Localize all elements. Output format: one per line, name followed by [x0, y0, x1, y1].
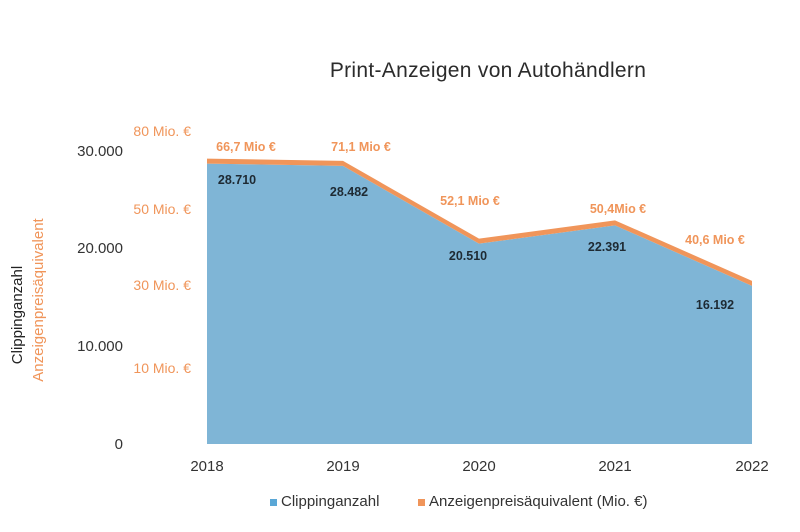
- anzeigenpreis-value-label: 40,6 Mio €: [685, 233, 745, 247]
- x-tick-label: 2021: [598, 458, 631, 475]
- value-labels: 28.710 28.482 20.510 22.391 16.192 66,7 Mio €…: [216, 140, 745, 312]
- legend-label: Clippinganzahl: [281, 493, 379, 510]
- clippinganzahl-value-label: 16.192: [696, 298, 734, 312]
- legend-swatch: [270, 499, 277, 506]
- left-tick-label: 10.000: [77, 338, 123, 355]
- legend: Clippinganzahl Anzeigenpreisäquivalent (M…: [270, 493, 647, 510]
- chart-title: Print-Anzeigen von Autohändlern: [330, 59, 646, 82]
- right-tick-label: 30 Mio. €: [133, 277, 191, 293]
- right-tick-label: 10 Mio. €: [133, 360, 191, 376]
- anzeigenpreis-value-label: 50,4Mio €: [590, 202, 646, 216]
- anzeigenpreis-value-label: 71,1 Mio €: [331, 140, 391, 154]
- right-axis-title: Anzeigenpreisäquivalent: [30, 217, 47, 381]
- x-tick-label: 2019: [326, 458, 359, 475]
- clippinganzahl-value-label: 28.482: [330, 185, 368, 199]
- clippinganzahl-value-label: 22.391: [588, 240, 626, 254]
- clippinganzahl-area: [207, 163, 752, 444]
- area-layer: [207, 158, 752, 444]
- clippinganzahl-value-label: 20.510: [449, 249, 487, 263]
- legend-label: Anzeigenpreisäquivalent (Mio. €): [429, 493, 647, 510]
- x-tick-label: 2022: [735, 458, 768, 475]
- x-axis: 2018 2019 2020 2021 2022: [190, 458, 768, 475]
- right-tick-label: 50 Mio. €: [133, 201, 191, 217]
- x-tick-label: 2020: [462, 458, 495, 475]
- clippinganzahl-value-label: 28.710: [218, 173, 256, 187]
- left-axis-title: Clippinganzahl: [9, 266, 26, 364]
- legend-swatch: [418, 499, 425, 506]
- left-tick-label: 0: [115, 436, 123, 453]
- anzeigenpreis-value-label: 52,1 Mio €: [440, 194, 500, 208]
- left-tick-label: 30.000: [77, 143, 123, 160]
- left-tick-label: 20.000: [77, 240, 123, 257]
- right-y-axis: 10 Mio. € 30 Mio. € 50 Mio. € 80 Mio. €: [133, 123, 191, 376]
- right-tick-label: 80 Mio. €: [133, 123, 191, 139]
- anzeigenpreis-value-label: 66,7 Mio €: [216, 140, 276, 154]
- left-y-axis: 0 10.000 20.000 30.000: [77, 143, 123, 453]
- x-tick-label: 2018: [190, 458, 223, 475]
